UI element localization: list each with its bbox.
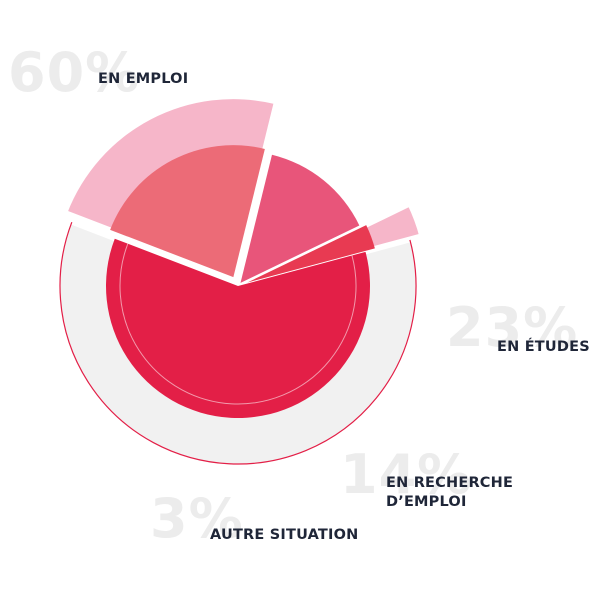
slice-separator-1-1 [230, 97, 280, 278]
slice-guide-arc-0 [119, 243, 357, 405]
slice-wedge-1 [110, 145, 265, 278]
pct-en-etudes: 23% [446, 296, 579, 359]
pct-en-recherche: 14% [340, 443, 473, 506]
label-en-emploi-line: EN EMPLOI [98, 71, 189, 87]
pct-en-emploi: 60% [8, 41, 141, 104]
slice-outline-0 [59, 221, 417, 465]
label-autre-situation: AUTRE SITUATION [210, 526, 358, 545]
pct-autre-situation: 3% [150, 487, 244, 550]
label-en-etudes: EN ÉTUDES [497, 338, 590, 357]
label-autre-situation-line: AUTRE SITUATION [210, 527, 359, 543]
label-en-recherche: EN RECHERCHE D’EMPLOI [386, 474, 513, 512]
label-en-etudes-line: EN ÉTUDES [497, 339, 590, 355]
slice-separator-2-1 [239, 200, 408, 286]
label-en-emploi: EN EMPLOI [98, 70, 188, 89]
slice-wedge-2 [240, 154, 360, 283]
slice-wedge-3 [247, 225, 375, 283]
label-en-recherche-line1: EN RECHERCHE [386, 475, 514, 491]
slice-wedge-0 [106, 238, 370, 418]
label-en-recherche-line2: D’EMPLOI [386, 494, 467, 510]
